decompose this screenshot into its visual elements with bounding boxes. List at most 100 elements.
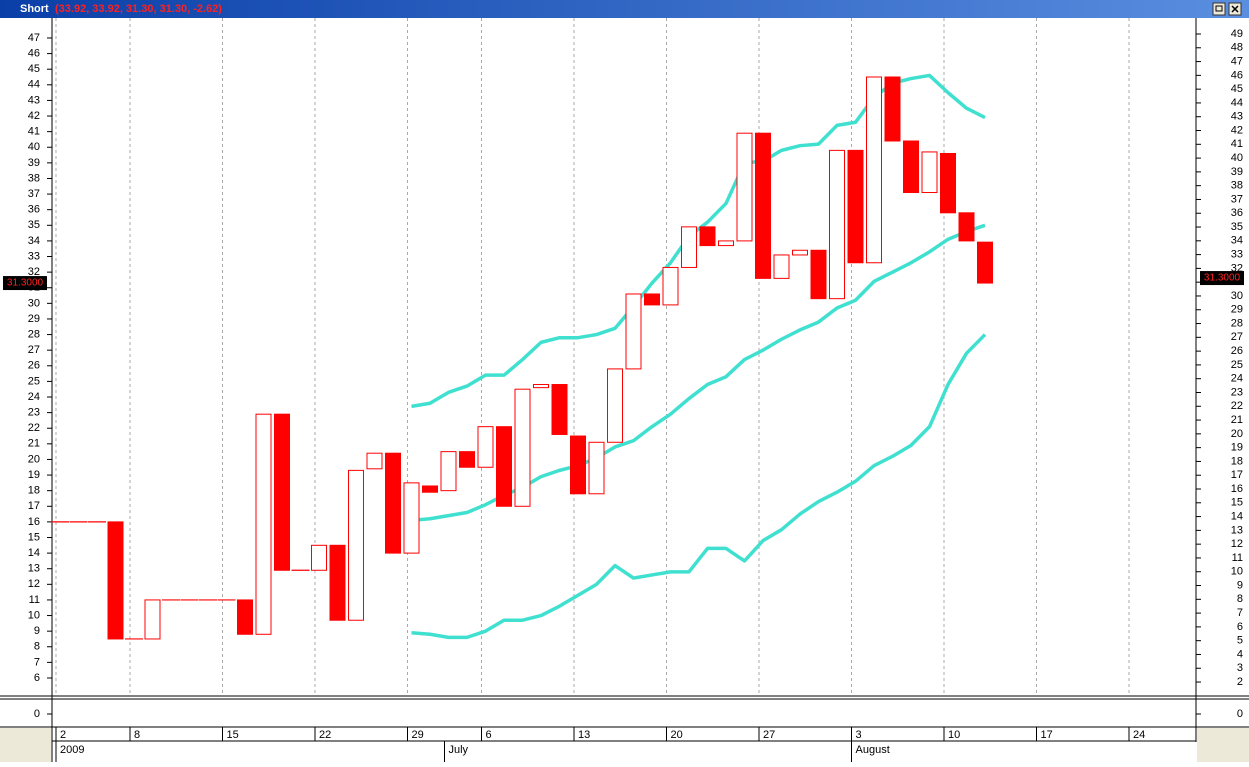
y-tick-label: 41 — [28, 126, 40, 138]
candle-body — [699, 226, 716, 247]
y2-tick-label: 2 — [1237, 676, 1243, 688]
x-tick-label: 3 — [856, 729, 862, 741]
candle-body — [255, 413, 272, 635]
candle-body — [348, 469, 364, 621]
chart-subtitle: (33.92, 33.92, 31.30, 31.30, -2.62) — [55, 3, 222, 15]
band-line — [411, 333, 987, 640]
last-value-box — [1200, 271, 1244, 286]
y2-tick-label: 39 — [1231, 166, 1243, 178]
y2-tick-label: 3 — [1237, 662, 1243, 674]
y-tick-label: 23 — [28, 407, 40, 419]
candle-body — [459, 451, 475, 468]
y-tick-label: 6 — [34, 672, 40, 684]
y-tick-label: 34 — [28, 235, 40, 247]
candle-body — [107, 521, 124, 640]
x-tick-label: 27 — [763, 729, 775, 741]
y-tick-label: 24 — [28, 391, 40, 403]
x-tick-label: 10 — [948, 729, 960, 741]
candle-body — [773, 254, 790, 279]
y-tick-label: 27 — [28, 344, 40, 356]
y2-tick-label: 20 — [1231, 428, 1243, 440]
y2-tick-label: 43 — [1231, 111, 1243, 123]
y2-tick-label: 29 — [1231, 304, 1243, 316]
last-value-box — [3, 276, 47, 291]
y2-tick-label: 37 — [1231, 193, 1243, 205]
y2-tick-label: 9 — [1237, 579, 1243, 591]
y-tick-label: 45 — [28, 63, 40, 75]
candle-body — [551, 384, 568, 435]
candle-body — [274, 413, 290, 571]
candle-body — [237, 599, 253, 635]
x-group-label: July — [449, 744, 469, 756]
candle-body — [847, 149, 864, 264]
y-tick-label: 29 — [28, 313, 40, 325]
y2-tick-label: 46 — [1231, 69, 1243, 81]
y2-tick-label: 34 — [1231, 235, 1243, 247]
candle-body — [940, 152, 956, 214]
y-tick-label: 11 — [29, 594, 40, 606]
y2-tick-label: 28 — [1231, 317, 1243, 329]
candle-body — [718, 240, 734, 247]
y-tick-label: 17 — [28, 500, 40, 512]
x-tick-label: 13 — [578, 729, 590, 741]
y-tick-label: 30 — [28, 297, 40, 309]
x-tick-label: 24 — [1133, 729, 1145, 741]
y2-tick-label: 42 — [1231, 124, 1243, 136]
y-tick-label: 39 — [28, 157, 40, 169]
y2-tick-label: 10 — [1231, 566, 1243, 578]
y2-tick-label: 19 — [1231, 442, 1243, 454]
y-tick-label: 47 — [28, 32, 40, 44]
candle-body — [644, 293, 660, 306]
candle-body — [958, 212, 975, 242]
y2-tick-label: 33 — [1231, 249, 1243, 261]
y2-tick-label: 25 — [1231, 359, 1243, 371]
y-tick-label: 16 — [28, 516, 40, 528]
date-axis-corner — [0, 728, 51, 762]
y2-tick-label: 26 — [1231, 345, 1243, 357]
candle-body — [311, 544, 327, 571]
candle-body — [440, 451, 457, 492]
y2-tick-label: 27 — [1231, 331, 1243, 343]
restore-button[interactable] — [1212, 2, 1226, 16]
candle-body — [625, 293, 642, 370]
x-tick-label: 6 — [486, 729, 492, 741]
y-tick-label: 38 — [28, 172, 40, 184]
y2-tick-label: 15 — [1231, 497, 1243, 509]
candle-body — [792, 249, 808, 256]
y-tick-label: 44 — [28, 79, 40, 91]
y-tick-label: 19 — [28, 469, 40, 481]
y-tick-label: 7 — [34, 656, 40, 668]
y2-tick-label: 48 — [1231, 42, 1243, 54]
y2-tick-label: 8 — [1237, 593, 1243, 605]
candle-body — [422, 485, 438, 493]
y2-tick-label: 41 — [1231, 138, 1243, 150]
y-tick-label: 9 — [34, 625, 40, 637]
title-bar — [0, 0, 1249, 18]
y2-tick-label: 38 — [1231, 180, 1243, 192]
y-tick-label: 14 — [28, 547, 40, 559]
candle-body — [385, 452, 401, 554]
candle-body — [866, 76, 882, 264]
x-tick-label: 8 — [134, 729, 140, 741]
lower-tick-label: 0 — [34, 708, 40, 720]
restore-icon — [1215, 5, 1223, 12]
y2-tick-label: 7 — [1237, 607, 1243, 619]
y2-tick-label: 35 — [1231, 221, 1243, 233]
y-tick-label: 20 — [28, 453, 40, 465]
y2-tick-label: 17 — [1231, 469, 1243, 481]
y-tick-label: 36 — [28, 204, 40, 216]
y-tick-label: 18 — [28, 485, 40, 497]
x-tick-label: 22 — [319, 729, 331, 741]
y-tick-label: 42 — [28, 110, 40, 122]
y2-tick-label: 21 — [1231, 414, 1243, 426]
y2-tick-label: 24 — [1231, 373, 1243, 385]
y2-tick-label: 36 — [1231, 207, 1243, 219]
y2-tick-label: 6 — [1237, 621, 1243, 633]
candle-body — [921, 151, 938, 194]
candle-body — [329, 544, 346, 621]
candle-body — [662, 266, 679, 306]
y-tick-label: 8 — [34, 641, 40, 653]
candle-body — [514, 388, 531, 507]
y2-tick-label: 4 — [1237, 648, 1243, 660]
